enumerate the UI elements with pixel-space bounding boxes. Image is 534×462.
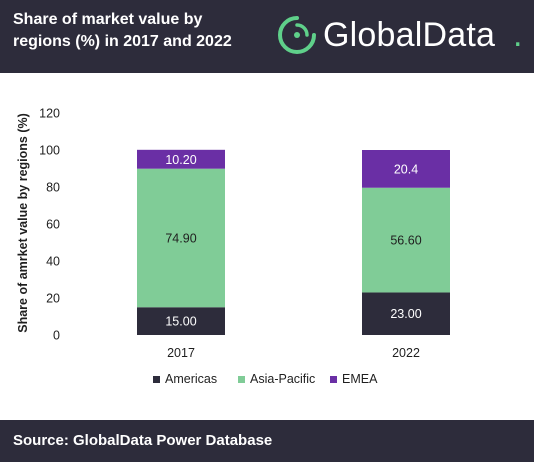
legend: Americas Asia-Pacific EMEA bbox=[153, 372, 378, 386]
y-tick-label: 60 bbox=[46, 218, 60, 232]
legend-swatch bbox=[153, 376, 160, 383]
globaldata-logo: GlobalData . bbox=[275, 13, 525, 61]
y-tick-label: 0 bbox=[53, 329, 60, 343]
legend-label: EMEA bbox=[342, 372, 378, 386]
y-tick-label: 20 bbox=[46, 292, 60, 306]
header-bar: Share of market value by regions (%) in … bbox=[0, 0, 534, 73]
data-label: 74.90 bbox=[165, 231, 196, 245]
stacked-bar-chart: 0 20 40 60 80 100 120 15.00 74.90 10.20 23.00 56.6… bbox=[16, 107, 450, 386]
legend-label: Asia-Pacific bbox=[250, 372, 315, 386]
globaldata-logo-icon bbox=[278, 16, 316, 54]
y-tick-label: 40 bbox=[46, 255, 60, 269]
bar-segment bbox=[137, 168, 225, 308]
bar-segment bbox=[362, 150, 450, 188]
bar-segment bbox=[362, 187, 450, 293]
data-label: 10.20 bbox=[165, 153, 196, 167]
data-label: 23.00 bbox=[390, 307, 421, 321]
logo-dot: . bbox=[513, 16, 523, 54]
bar-segment bbox=[137, 307, 225, 335]
bars: 15.00 74.90 10.20 23.00 56.60 20.4 bbox=[137, 149, 450, 335]
y-tick-label: 120 bbox=[39, 107, 60, 121]
footer-bar: Source: GlobalData Power Database bbox=[0, 420, 534, 462]
y-tick-label: 100 bbox=[39, 144, 60, 158]
x-axis: 2017 2022 bbox=[167, 346, 420, 360]
data-label: 56.60 bbox=[390, 234, 421, 248]
logo-wordmark: GlobalData bbox=[323, 16, 496, 54]
data-label: 15.00 bbox=[165, 315, 196, 329]
data-label: 20.4 bbox=[394, 162, 418, 176]
bar-segment bbox=[137, 149, 225, 169]
source-text: Source: GlobalData Power Database bbox=[13, 432, 273, 449]
y-tick-label: 80 bbox=[46, 181, 60, 195]
chart-title: Share of market value by regions (%) in … bbox=[13, 11, 232, 50]
y-axis-label: Share of amrket value by regions (%) bbox=[16, 113, 30, 333]
y-axis: 0 20 40 60 80 100 120 bbox=[39, 107, 60, 343]
legend-swatch bbox=[238, 376, 245, 383]
bar-segment bbox=[362, 292, 450, 335]
x-tick-label: 2022 bbox=[392, 346, 420, 360]
chart-area: 0 20 40 60 80 100 120 15.00 74.90 10.20 23.00 56.6… bbox=[0, 73, 534, 419]
legend-label: Americas bbox=[165, 372, 217, 386]
legend-swatch bbox=[330, 376, 337, 383]
x-tick-label: 2017 bbox=[167, 346, 195, 360]
